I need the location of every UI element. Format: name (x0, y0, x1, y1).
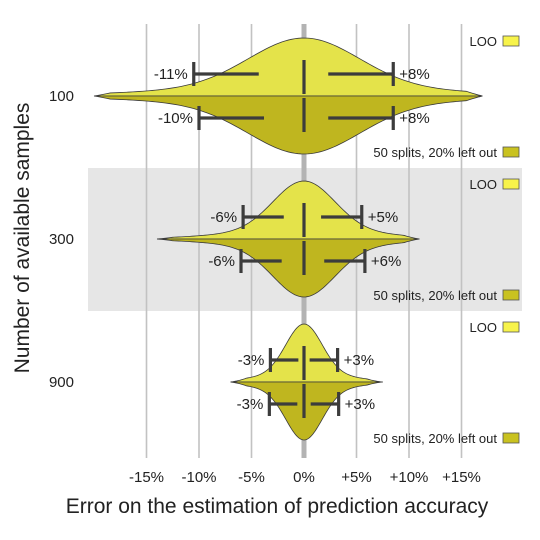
legend-label-loo: LOO (470, 177, 497, 192)
violin-lower-splits-100 (93, 95, 483, 155)
x-tick-label: -5% (238, 469, 265, 486)
y-axis-ticks: 100 300 900 (49, 88, 74, 391)
legend-label-loo: LOO (470, 34, 497, 49)
legend-label-loo: LOO (470, 320, 497, 335)
legend: LOO 50 splits, 20% left out LOO 50 splits, … (373, 34, 520, 446)
y-tick-label: 100 (49, 88, 74, 105)
x-axis-ticks: -15% -10% -5% 0% +5% +10% +15% (129, 469, 481, 486)
violin-lower-splits-300 (156, 238, 420, 298)
legend-label-splits: 50 splits, 20% left out (373, 145, 497, 160)
annotation-high-label: +5% (368, 209, 398, 226)
annotation-low-label: -10% (158, 110, 193, 127)
violin-upper-loo-100 (93, 37, 483, 97)
legend-label-splits: 50 splits, 20% left out (373, 431, 497, 446)
x-tick-label: -10% (181, 469, 216, 486)
x-tick-label: 0% (293, 469, 315, 486)
annotation-high-label: +8% (399, 66, 429, 83)
legend-swatch-splits (502, 432, 520, 444)
violin-lower-splits-900 (230, 381, 383, 441)
x-tick-label: +10% (390, 469, 429, 486)
legend-swatch-loo (502, 35, 520, 47)
violins: -11% +8% -10% +8% -6% +5% -6% +6% -3% +3% -3% +3% (93, 37, 483, 441)
annotation-low-label: -6% (208, 253, 235, 270)
annotation-high-label: +3% (344, 352, 374, 369)
violin-upper-loo-300 (156, 180, 420, 240)
annotation-low-label: -6% (210, 209, 237, 226)
legend-swatch-splits (502, 146, 520, 158)
legend-swatch-loo (502, 321, 520, 333)
annotation-high-label: +8% (399, 110, 429, 127)
x-axis-title: Error on the estimation of prediction ac… (66, 495, 489, 518)
legend-swatch-splits (502, 289, 520, 301)
legend-swatch-loo (502, 178, 520, 190)
y-tick-label: 300 (49, 231, 74, 248)
legend-label-splits: 50 splits, 20% left out (373, 288, 497, 303)
y-tick-label: 900 (49, 374, 74, 391)
annotation-low-label: -11% (154, 66, 188, 83)
annotation-low-label: -3% (238, 352, 265, 369)
annotation-high-label: +3% (345, 396, 375, 413)
x-tick-label: -15% (129, 469, 164, 486)
violin-upper-loo-900 (230, 323, 383, 383)
x-tick-label: +15% (442, 469, 481, 486)
annotation-high-label: +6% (371, 253, 401, 270)
y-axis-title: Number of available samples (11, 103, 34, 374)
annotation-low-label: -3% (237, 396, 264, 413)
x-tick-label: +5% (341, 469, 371, 486)
